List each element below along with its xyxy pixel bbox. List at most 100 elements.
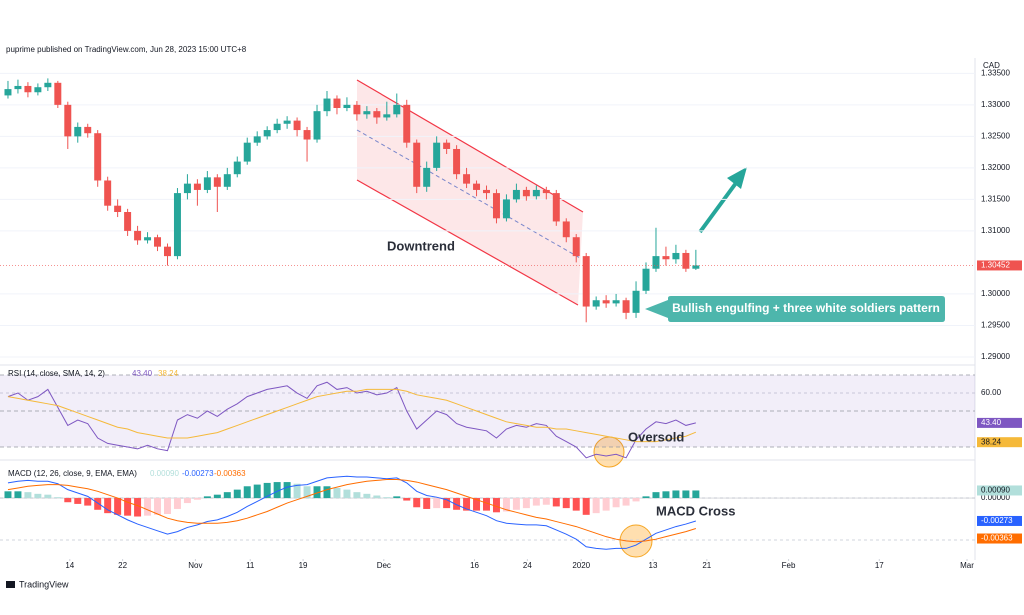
candle-body [223, 174, 231, 187]
y-tick-label: 0.00000 [981, 493, 1010, 502]
y-tick-label: 60.00 [981, 388, 1002, 397]
candle-body [363, 111, 371, 115]
x-tick-label: 24 [523, 561, 532, 570]
hist-bar [383, 497, 391, 499]
candle-body [24, 85, 32, 93]
candle-body [642, 268, 650, 291]
candle-body [632, 290, 640, 313]
currency: CAD [983, 61, 1000, 70]
candle-body [233, 161, 241, 175]
axis-value-box [977, 437, 1022, 448]
annotation: Bullish engulfing + three white soldiers… [672, 301, 940, 315]
x-tick-label: 16 [470, 561, 479, 570]
candle-body [114, 205, 122, 212]
hist-bar [492, 498, 500, 513]
hist-bar [243, 486, 251, 499]
candle-body [512, 189, 520, 200]
hist-bar [343, 489, 351, 499]
candle-body [104, 180, 112, 206]
hist-bar [602, 498, 610, 511]
y-tick-label: 1.29000 [981, 352, 1010, 361]
axis-value-box [977, 260, 1022, 271]
hist-bar [502, 498, 510, 512]
candle-body [273, 123, 281, 131]
hist-bar [203, 496, 211, 499]
candle-body [303, 130, 311, 140]
pattern-callout [645, 296, 945, 322]
publisher: puprime published on TradingView.com, Ju… [6, 45, 247, 54]
footer-brand: TradingView [19, 579, 69, 589]
hist-bar [124, 498, 132, 516]
candle-body [692, 265, 700, 269]
hist-bar [662, 491, 670, 499]
y-tick-label: 1.30000 [981, 289, 1010, 298]
axis-value-label: -0.00363 [981, 534, 1013, 543]
x-tick-label: 2020 [572, 561, 590, 570]
candle-body [552, 193, 560, 222]
candle-body [373, 111, 381, 118]
hist-bar [24, 492, 32, 499]
candle-body [423, 167, 431, 187]
hist-bar [293, 483, 301, 499]
legend-value: -0.00273 [182, 469, 214, 478]
candle-body [84, 126, 92, 134]
hist-bar [154, 498, 162, 515]
candle-body [682, 252, 690, 269]
x-tick-label: 19 [299, 561, 308, 570]
trend-arrowhead [727, 167, 747, 189]
candle-body [582, 256, 590, 307]
hist-bar [433, 498, 441, 509]
y-tick-label: 1.32000 [981, 163, 1010, 172]
candle-body [293, 120, 301, 131]
x-tick-label: 14 [65, 561, 74, 570]
legend-value: 38.24 [158, 369, 179, 378]
hist-bar [134, 498, 142, 517]
candle-body [183, 183, 191, 194]
hist-bar [313, 486, 321, 499]
x-tick-label: 13 [649, 561, 658, 570]
axis-value-label: -0.00273 [981, 516, 1013, 525]
hist-bar [562, 498, 570, 509]
candle-body [283, 120, 291, 124]
y-tick-label: 1.33500 [981, 68, 1010, 77]
candle-body [403, 104, 411, 143]
candle-body [134, 230, 142, 241]
hist-bar [642, 496, 650, 499]
candle-body [662, 256, 670, 260]
hist-bar [44, 494, 52, 499]
series-line [7, 475, 697, 550]
hist-bar [483, 498, 490, 511]
hist-bar [303, 486, 311, 499]
hist-bar [582, 498, 590, 515]
candle-body [144, 237, 152, 241]
hist-bar [463, 498, 471, 511]
hist-bar [413, 498, 421, 508]
candle-body [443, 142, 451, 149]
y-tick-label: 1.29500 [981, 321, 1010, 330]
hist-bar [682, 490, 690, 499]
candle-body [173, 193, 181, 257]
candle-body [343, 104, 351, 109]
candle-body [243, 142, 251, 162]
series-line [7, 479, 697, 543]
legend-value: 43.40 [132, 369, 153, 378]
hist-bar [572, 498, 580, 511]
candle-body [333, 98, 341, 109]
hist-bar [54, 497, 62, 499]
hist-bar [532, 498, 540, 506]
candle-body [4, 89, 12, 96]
indicator-title: RSI (14, close, SMA, 14, 2) [8, 369, 105, 378]
candle-body [602, 300, 610, 304]
candle-body [572, 237, 580, 257]
candle-body [612, 300, 620, 304]
axis-value-box [977, 533, 1022, 544]
hist-bar [522, 498, 530, 509]
hist-bar [84, 498, 92, 506]
candle-body [193, 183, 201, 190]
candle-body [502, 199, 510, 219]
candle-body [253, 136, 261, 143]
candle-body [393, 104, 401, 115]
hist-bar [622, 498, 630, 506]
